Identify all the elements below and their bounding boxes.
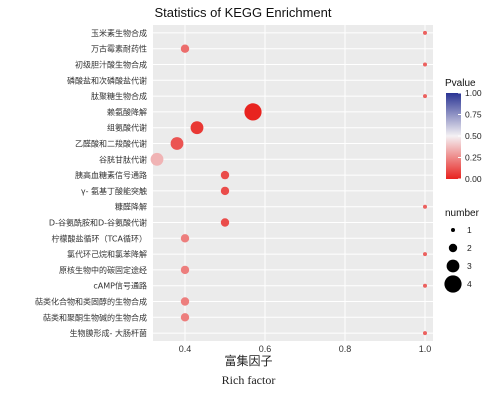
x-axis-ticks: 0.4 0.6 0.8 1.0 — [179, 344, 432, 352]
colorbar-tick-label: 0.00 — [465, 174, 482, 184]
data-point — [170, 137, 184, 150]
pvalue-colorbar — [446, 93, 461, 179]
data-point — [423, 30, 427, 35]
data-point — [180, 297, 190, 306]
y-tick-label: 原核生物中的碳固定途经 — [59, 265, 147, 275]
data-point — [220, 218, 230, 227]
data-point — [180, 44, 190, 53]
y-tick-label: 组氨酸代谢 — [107, 123, 147, 133]
y-tick-label: 磷酸盐和次磷酸盐代谢 — [67, 75, 147, 85]
y-tick-label: 生物膜形成- 大肠杆菌 — [70, 328, 147, 338]
y-tick-label: 玉米素生物合成 — [91, 28, 147, 38]
data-points — [150, 30, 427, 336]
number-legend-title: number — [445, 208, 480, 219]
size-legend-label: 3 — [467, 261, 472, 271]
size-legend-dot — [451, 228, 455, 232]
colorbar-tick-label: 0.50 — [465, 131, 482, 141]
y-tick-label: cAMP信号通路 — [93, 281, 147, 291]
data-point — [190, 121, 204, 135]
size-legend-label: 1 — [467, 225, 472, 235]
data-point — [180, 265, 190, 275]
pvalue-legend-title: Pvalue — [445, 78, 476, 89]
data-point — [423, 94, 427, 99]
x-tick-label: 0.8 — [339, 344, 352, 352]
y-tick-label: 谷胱甘肽代谢 — [99, 154, 147, 164]
size-legend-label: 4 — [467, 279, 472, 289]
x-tick-label: 0.6 — [259, 344, 272, 352]
size-legend-label: 2 — [467, 243, 472, 253]
kegg-enrichment-chart: Statistics of KEGG Enrichment 玉米素生物合成万古霉… — [35, 5, 482, 352]
grid-lines — [153, 25, 433, 341]
data-point — [180, 234, 190, 243]
y-axis-labels: 玉米素生物合成万古霉素耐药性初级胆汁酸生物合成磷酸盐和次磷酸盐代谢肽聚糖生物合成… — [35, 28, 147, 338]
data-point — [220, 186, 230, 196]
data-point — [244, 103, 262, 121]
x-axis-label-chinese: 富集因子 — [224, 354, 273, 368]
colorbar-tick-label: 0.25 — [465, 153, 482, 163]
size-legend-dot — [448, 243, 458, 253]
data-point — [423, 204, 427, 209]
colorbar-tick-label: 0.75 — [465, 110, 482, 120]
y-tick-label: 赖氨酸降解 — [107, 107, 147, 117]
pvalue-legend: Pvalue 1.00 0.75 0.50 0.25 0.00 — [445, 78, 482, 184]
size-legend-dot — [444, 275, 462, 293]
y-tick-label: γ- 氨基丁酸能突触 — [81, 186, 147, 196]
y-tick-label: D-谷氨酰胺和D-谷氨酸代谢 — [49, 218, 147, 228]
y-tick-label: 胰高血糖素信号通路 — [75, 170, 147, 180]
chart-title: Statistics of KEGG Enrichment — [154, 5, 331, 20]
data-point — [423, 252, 427, 257]
plot-panel — [153, 25, 433, 341]
y-tick-label: 万古霉素耐药性 — [91, 44, 147, 54]
data-point — [220, 170, 230, 180]
y-tick-label: 乙醛酸和二羧酸代谢 — [75, 139, 147, 149]
data-point — [423, 331, 427, 336]
data-point — [423, 62, 427, 67]
y-tick-label: 柠檬酸盐循环（TCA循环） — [52, 233, 147, 243]
y-tick-label: 萜类化合物和类固醇的生物合成 — [35, 297, 147, 307]
data-point — [180, 313, 190, 322]
y-tick-label: 肽聚糖生物合成 — [91, 91, 147, 101]
x-tick-label: 0.4 — [179, 344, 192, 352]
y-tick-label: 糠醛降解 — [115, 202, 147, 212]
y-tick-label: 初级胆汁酸生物合成 — [75, 60, 147, 70]
size-legend-dot — [446, 259, 460, 273]
x-tick-label: 1.0 — [419, 344, 432, 352]
colorbar-tick-label: 1.00 — [465, 88, 482, 98]
data-point — [150, 152, 164, 166]
number-legend: number 1 2 3 4 — [444, 208, 480, 293]
y-tick-label: 氯代环己烷和氯苯降解 — [67, 249, 147, 259]
x-axis-label: Rich factor — [221, 373, 276, 387]
data-point — [423, 283, 427, 288]
y-tick-label: 萜类和聚酮生物碱的生物合成 — [43, 312, 147, 322]
